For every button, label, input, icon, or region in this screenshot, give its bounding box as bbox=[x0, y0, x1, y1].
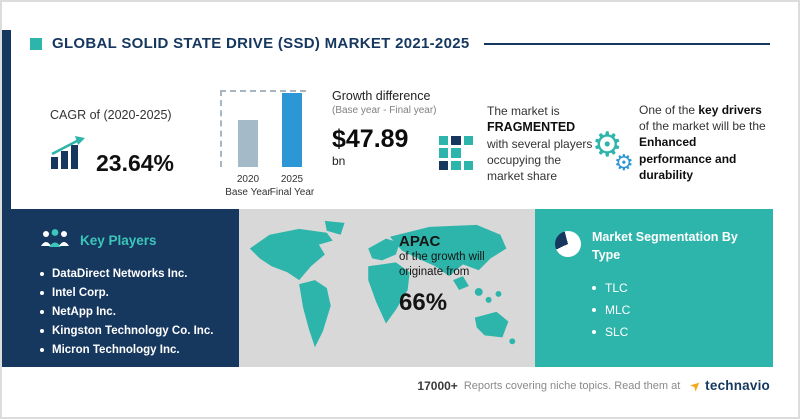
bar-label-2025: 2025 Final Year bbox=[264, 173, 320, 199]
bullet-dot bbox=[592, 286, 596, 290]
gear-large-icon: ⚙ bbox=[592, 126, 623, 164]
bullet-dot bbox=[592, 330, 596, 334]
technavio-arrow-icon: ➤ bbox=[686, 376, 705, 395]
key-player-name: NetApp Inc. bbox=[52, 305, 116, 318]
cagr-block: CAGR of (2020-2025) 23.64% bbox=[50, 108, 210, 175]
list-item: MLC bbox=[592, 299, 773, 321]
report-count: 17000+ bbox=[417, 378, 458, 393]
list-item: Kingston Technology Co. Inc. bbox=[40, 321, 239, 340]
segmentation-list: TLC MLC SLC bbox=[535, 277, 773, 343]
apac-panel: APAC of the growth will originate from 6… bbox=[239, 209, 535, 367]
key-player-name: Kingston Technology Co. Inc. bbox=[52, 324, 214, 337]
header: GLOBAL SOLID STATE DRIVE (SSD) MARKET 20… bbox=[30, 35, 770, 52]
fragmented-highlight: FRAGMENTED bbox=[487, 120, 576, 135]
segmentation-panel: Market Segmentation By Type TLC MLC SLC bbox=[535, 209, 773, 367]
cagr-label: CAGR of (2020-2025) bbox=[50, 108, 172, 122]
pie-chart-icon bbox=[550, 226, 586, 262]
gear-small-icon: ⚙ bbox=[614, 150, 634, 175]
bullet-dot bbox=[592, 308, 596, 312]
fragments-icon bbox=[439, 136, 473, 170]
apac-line1: of the growth will bbox=[399, 251, 485, 263]
fragmented-block: The market is FRAGMENTED with several pl… bbox=[439, 103, 599, 185]
key-drivers-text: One of the key drivers of the market wil… bbox=[639, 102, 772, 183]
key-player-name: Intel Corp. bbox=[52, 286, 109, 299]
footer: 17000+ Reports covering niche topics. Re… bbox=[417, 376, 770, 395]
list-item: TLC bbox=[592, 277, 773, 299]
base-year: 2020 bbox=[236, 174, 260, 185]
bar-2025-final-year bbox=[282, 93, 302, 167]
technavio-brand-name: technavio bbox=[705, 378, 770, 393]
people-icon bbox=[40, 228, 70, 253]
segment-name: SLC bbox=[605, 325, 629, 339]
fragmented-text: The market is FRAGMENTED with several pl… bbox=[487, 103, 595, 185]
bullet-dot bbox=[40, 271, 44, 276]
list-item: SLC bbox=[592, 321, 773, 343]
growth-difference-block: Growth difference (Base year - Final yea… bbox=[332, 89, 452, 168]
bar-2020-base-year bbox=[238, 120, 258, 167]
growth-dashed-hline bbox=[220, 90, 306, 92]
key-player-name: DataDirect Networks Inc. bbox=[52, 267, 188, 280]
growth-difference-value: $47.89 bbox=[332, 125, 409, 153]
bullet-dot bbox=[40, 309, 44, 314]
fragmented-suffix: with several players occupying the marke… bbox=[487, 137, 593, 184]
growth-difference-title: Growth difference bbox=[332, 89, 431, 103]
growth-bar-chart: 2020 Base Year 2025 Final Year bbox=[220, 87, 325, 199]
bullet-dot bbox=[40, 328, 44, 333]
world-map bbox=[249, 220, 516, 348]
fragmented-prefix: The market is bbox=[487, 104, 560, 118]
bullet-dot bbox=[40, 347, 44, 352]
cagr-value: 23.64% bbox=[96, 150, 175, 176]
page-title: GLOBAL SOLID STATE DRIVE (SSD) MARKET 20… bbox=[52, 35, 470, 52]
drivers-bold2: Enhanced performance and durability bbox=[639, 135, 737, 182]
list-item: DataDirect Networks Inc. bbox=[40, 264, 239, 283]
key-players-title: Key Players bbox=[80, 233, 157, 248]
title-bullet-square bbox=[30, 37, 42, 50]
left-accent-bar bbox=[2, 30, 11, 209]
apac-value: 66% bbox=[399, 288, 448, 316]
drivers-prefix: One of the bbox=[639, 103, 699, 117]
list-item: Micron Technology Inc. bbox=[40, 340, 239, 359]
apac-line2: originate from bbox=[399, 265, 470, 278]
segment-name: MLC bbox=[605, 303, 631, 317]
growth-difference-subtitle: (Base year - Final year) bbox=[332, 105, 437, 116]
footer-text: Reports covering niche topics. Read them… bbox=[463, 379, 681, 392]
key-player-name: Micron Technology Inc. bbox=[52, 343, 180, 356]
segment-name: TLC bbox=[605, 281, 628, 295]
bar-growth-icon bbox=[50, 136, 88, 175]
apac-region: APAC bbox=[399, 233, 441, 250]
drivers-middle: of the market will be the bbox=[639, 119, 766, 134]
final-year-label: Final Year bbox=[269, 187, 315, 198]
gears-icon: ⚙ ⚙ bbox=[592, 128, 638, 184]
key-players-list: DataDirect Networks Inc. Intel Corp. Net… bbox=[2, 264, 239, 359]
key-drivers-block: ⚙ ⚙ One of the key drivers of the market… bbox=[592, 102, 774, 183]
segmentation-title: Market Segmentation By Type bbox=[592, 230, 738, 262]
base-year-label: Base Year bbox=[225, 187, 271, 198]
key-players-panel: Key Players DataDirect Networks Inc. Int… bbox=[2, 209, 239, 367]
growth-dashed-vline bbox=[220, 90, 222, 167]
growth-difference-unit: bn bbox=[332, 154, 346, 168]
final-year: 2025 bbox=[280, 174, 304, 185]
bar-label-2020: 2020 Base Year bbox=[220, 173, 276, 199]
list-item: Intel Corp. bbox=[40, 283, 239, 302]
list-item: NetApp Inc. bbox=[40, 302, 239, 321]
drivers-bold1: key drivers bbox=[698, 103, 762, 117]
technavio-logo: ➤ technavio bbox=[686, 376, 770, 395]
apac-text-block: APAC of the growth will originate from 6… bbox=[399, 233, 529, 317]
header-rule bbox=[483, 42, 770, 45]
bullet-dot bbox=[40, 290, 44, 295]
